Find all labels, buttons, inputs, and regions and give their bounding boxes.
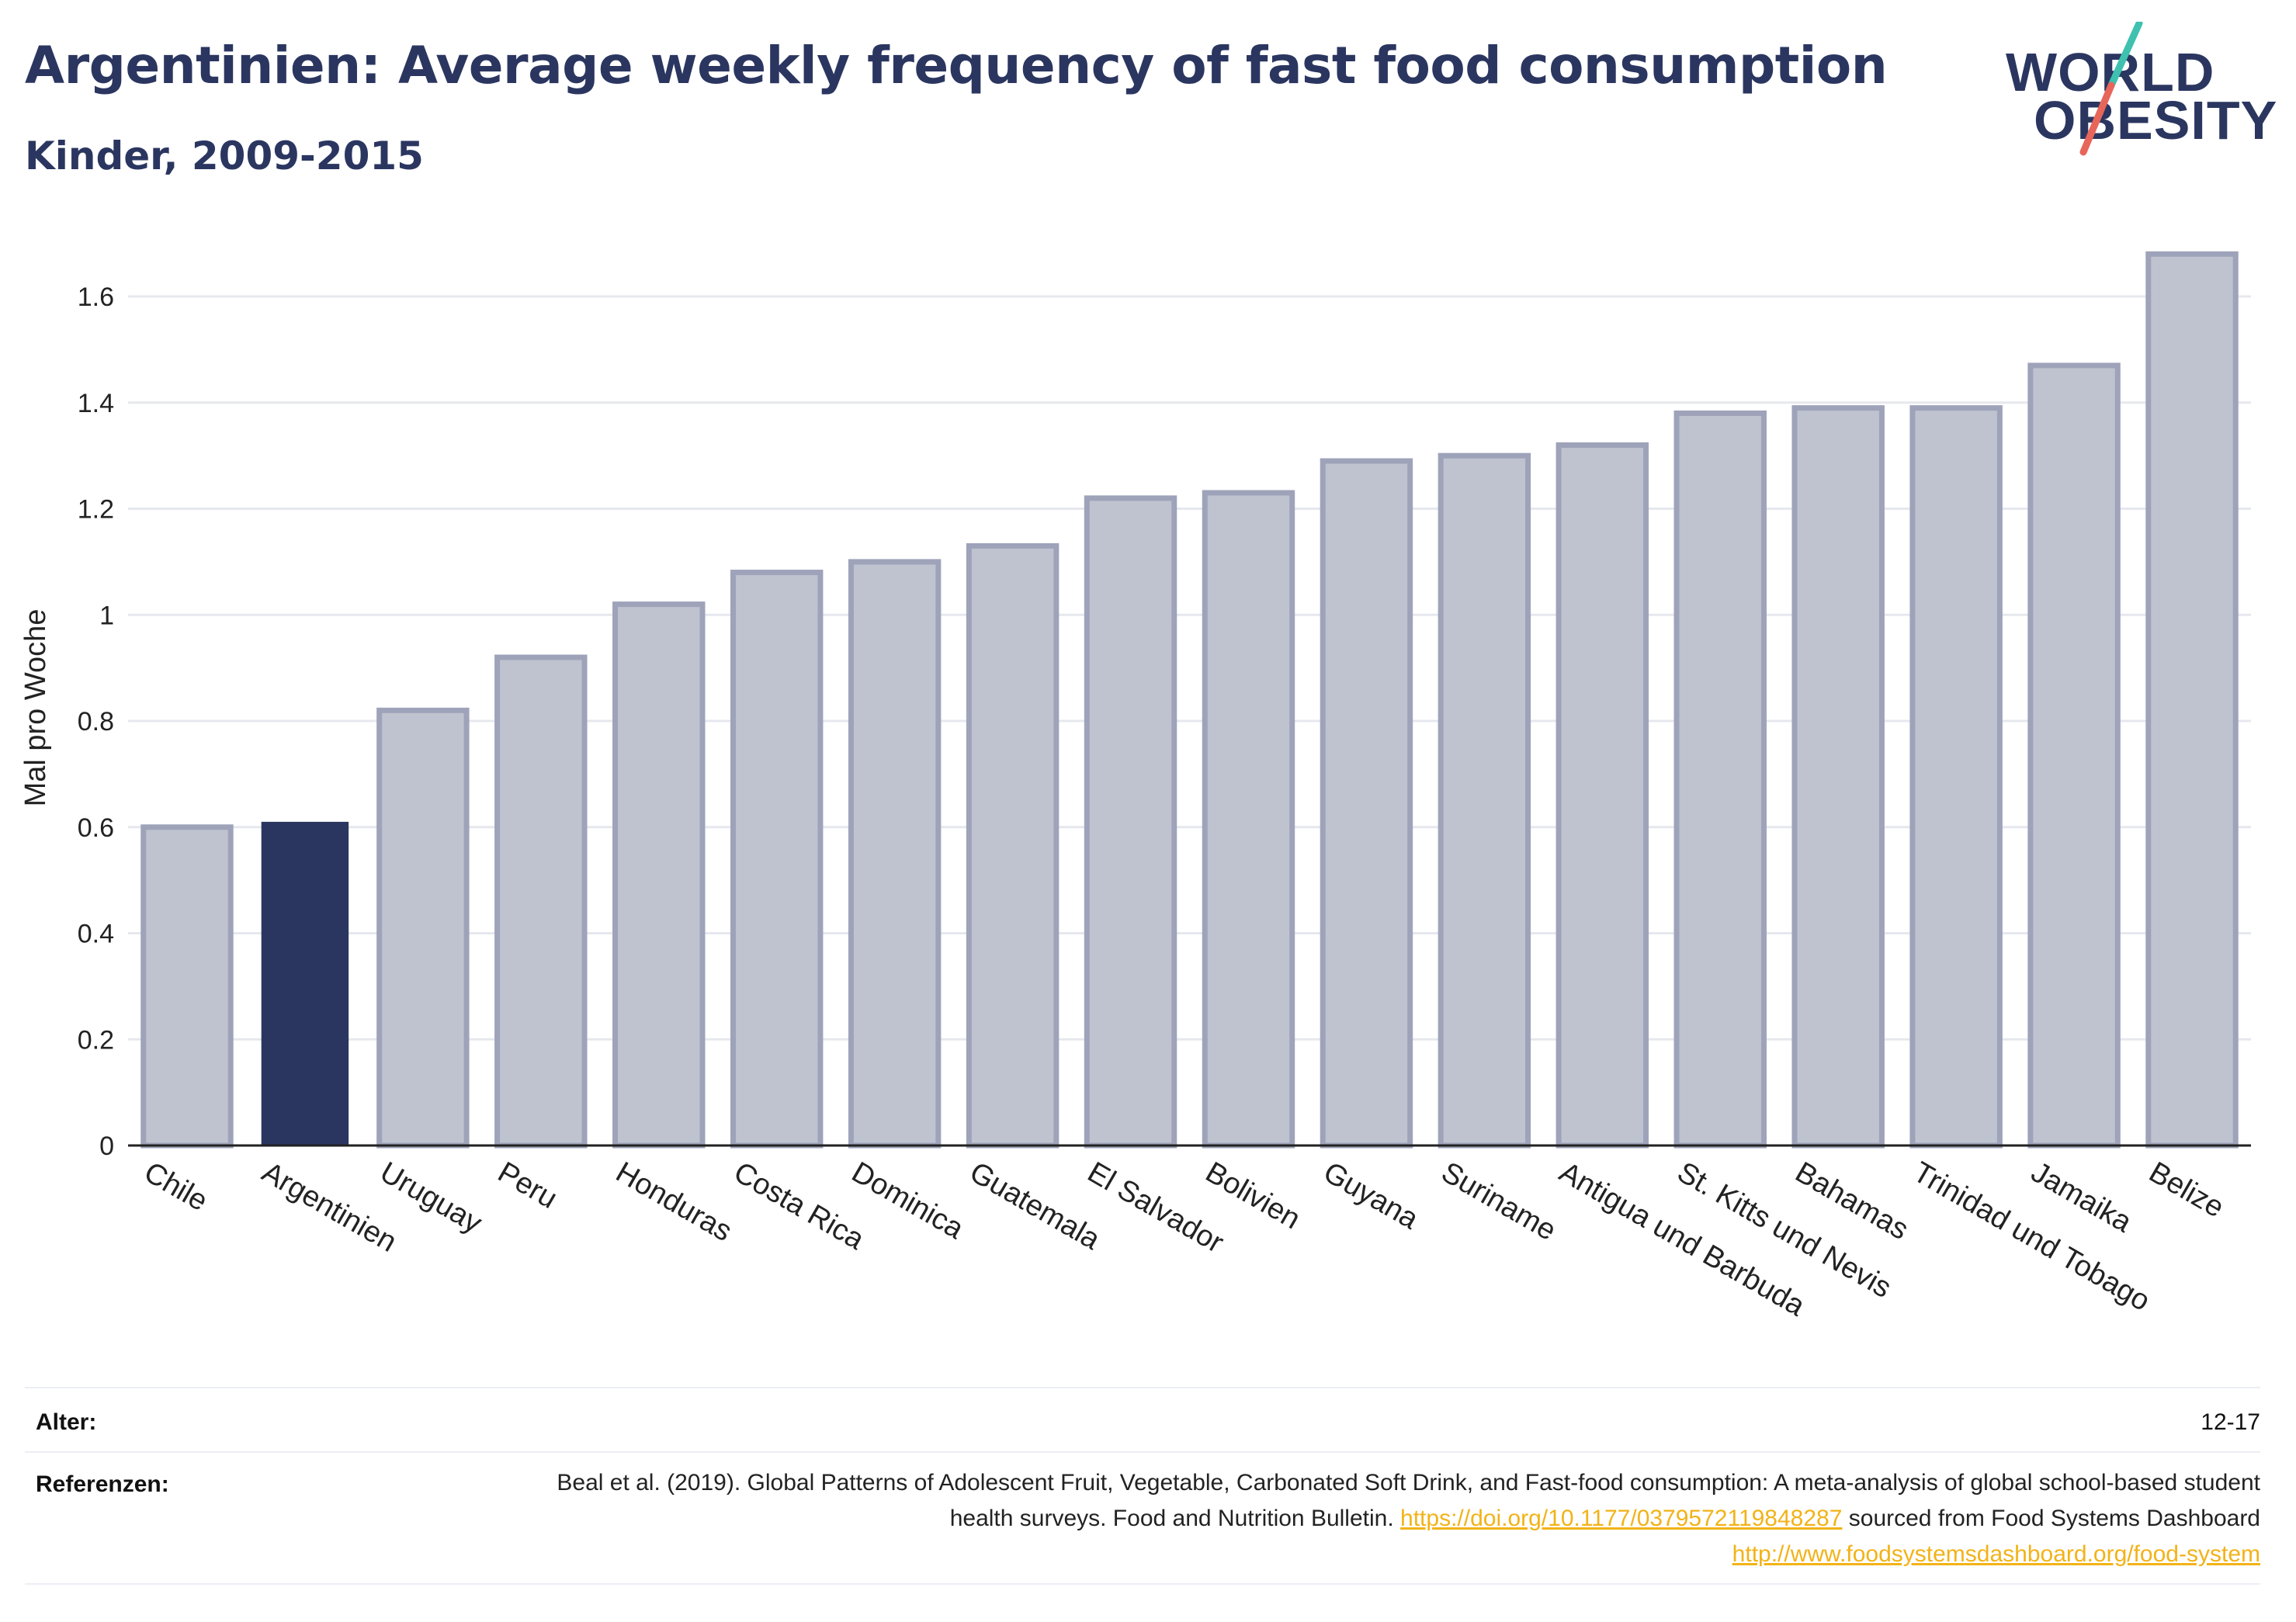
x-tick-label: Argentinien	[256, 1156, 401, 1258]
y-tick-label: 1.4	[78, 389, 114, 418]
x-tick-label: Belize	[2144, 1156, 2230, 1224]
references-label: Referenzen:	[36, 1471, 169, 1497]
bars	[128, 251, 2251, 1149]
bar-chile	[140, 824, 234, 1149]
x-tick-label: Honduras	[610, 1156, 737, 1248]
y-axis-ticks: 0 0.2 0.4 0.6 0.8 1 1.2 1.4 1.6	[78, 282, 114, 1161]
bar-chart: 0 0.2 0.4 0.6 0.8 1 1.2 1.4 1.6 Chile Argentinien…	[19, 251, 2251, 1323]
bar-jamaika	[2027, 362, 2121, 1149]
y-axis-label: Mal pro Woche	[19, 609, 52, 807]
age-value: 12-17	[2201, 1409, 2260, 1435]
x-tick-label: Costa Rica	[728, 1156, 870, 1256]
x-tick-label: Guatemala	[964, 1156, 1106, 1256]
logo-slash-icon	[2079, 22, 2143, 156]
footer-divider	[25, 1583, 2260, 1585]
bar-peru	[494, 654, 588, 1149]
x-tick-label: Suriname	[1436, 1156, 1562, 1247]
footer-divider	[25, 1451, 2260, 1453]
age-label: Alter:	[36, 1409, 97, 1435]
bar-bahamas	[1791, 405, 1885, 1149]
reference-source: sourced from Food Systems Dashboard	[1848, 1506, 2260, 1531]
references-text: Beal et al. (2019). Global Patterns of A…	[553, 1465, 2260, 1572]
x-tick-label: Peru	[492, 1156, 563, 1215]
bar-belize	[2145, 251, 2239, 1149]
y-tick-label: 1.2	[78, 495, 114, 525]
bar-dominica	[848, 559, 942, 1149]
doi-link[interactable]: https://doi.org/10.1177/0379572119848287	[1400, 1506, 1843, 1531]
grid-lines	[128, 295, 2251, 1041]
bar-uruguay	[376, 707, 470, 1149]
bar-trinidad-und-tobago	[1909, 405, 2003, 1149]
dashboard-link[interactable]: http://www.foodsystemsdashboard.org/food…	[1732, 1541, 2260, 1567]
bar-bolivien	[1202, 490, 1295, 1149]
y-tick-label: 1.6	[78, 282, 114, 312]
bar-st-kitts-und-nevis	[1673, 410, 1767, 1149]
bar-el-salvador	[1084, 495, 1177, 1149]
chart-subtitle: Kinder, 2009-2015	[25, 133, 424, 178]
bar-argentinien	[261, 821, 349, 1145]
bar-guyana	[1320, 458, 1413, 1149]
y-tick-label: 0.8	[78, 707, 114, 736]
bar-suriname	[1438, 452, 1531, 1149]
y-tick-label: 1	[99, 601, 114, 630]
chart-title: Argentinien: Average weekly frequency of…	[25, 36, 1888, 95]
footer-divider	[25, 1387, 2260, 1388]
y-tick-label: 0	[99, 1132, 114, 1161]
world-obesity-logo: WORLD OBESITY	[2003, 22, 2282, 169]
bar-guatemala	[966, 542, 1060, 1149]
bar-honduras	[612, 601, 706, 1149]
y-tick-label: 0.6	[78, 813, 114, 843]
y-tick-label: 0.4	[78, 920, 114, 949]
bar-antigua-und-barbuda	[1556, 442, 1649, 1149]
x-tick-label: Guyana	[1318, 1156, 1424, 1236]
logo-line-2: OBESITY	[2034, 90, 2278, 151]
reference-citation: Beal et al. (2019). Global Patterns of A…	[557, 1470, 2260, 1531]
x-tick-label: Chile	[138, 1156, 213, 1218]
bar-costa-rica	[730, 570, 824, 1149]
y-tick-label: 0.2	[78, 1025, 114, 1055]
